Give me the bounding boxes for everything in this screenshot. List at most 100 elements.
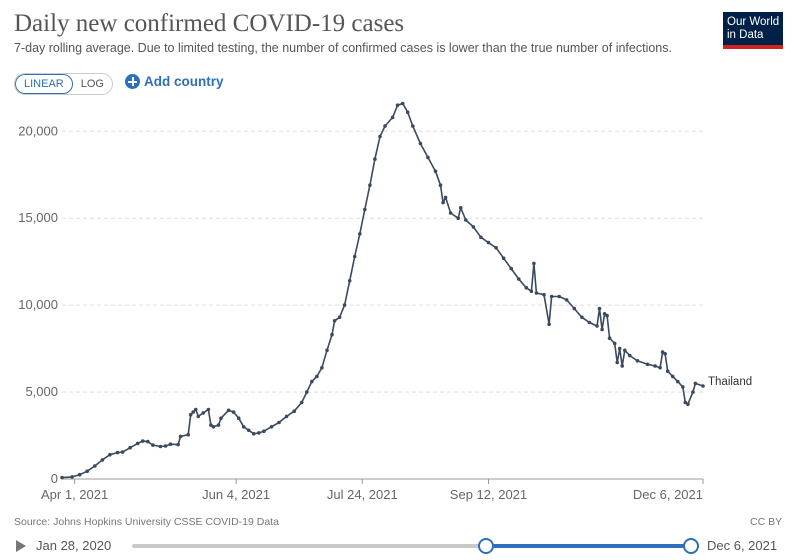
data-point: [310, 379, 314, 384]
data-point: [683, 400, 688, 405]
data-point: [320, 365, 324, 370]
data-point: [405, 110, 410, 114]
data-point: [615, 360, 619, 365]
timeline-track[interactable]: [132, 538, 699, 554]
log-scale-button[interactable]: LOG: [80, 78, 104, 90]
data-point: [337, 315, 342, 320]
data-point: [383, 124, 387, 128]
data-point: [686, 402, 690, 407]
data-point: [524, 286, 529, 290]
data-point: [645, 362, 650, 367]
data-point: [390, 115, 395, 120]
data-point: [628, 353, 632, 358]
data-point: [471, 225, 476, 229]
y-tick-label: 5,000: [25, 384, 58, 399]
data-point: [141, 439, 145, 443]
data-point: [115, 450, 120, 455]
data-point: [325, 348, 329, 353]
data-point: [456, 216, 461, 220]
plus-circle-icon: [125, 74, 140, 89]
data-point: [580, 315, 584, 320]
data-point: [231, 410, 236, 414]
data-point: [330, 332, 334, 337]
data-point: [93, 464, 97, 468]
data-point: [458, 206, 463, 210]
data-point: [85, 469, 89, 474]
data-point: [501, 256, 506, 261]
data-point: [277, 420, 281, 425]
data-point: [146, 439, 150, 444]
data-point: [299, 400, 304, 405]
data-point: [358, 232, 362, 236]
linear-scale-button[interactable]: LINEAR: [15, 74, 73, 94]
data-point: [269, 425, 274, 429]
data-point: [219, 416, 223, 421]
owid-logo[interactable]: Our World in Data: [723, 12, 783, 49]
data-point: [676, 379, 680, 384]
data-point: [77, 472, 82, 477]
data-point: [433, 169, 438, 174]
add-country-button[interactable]: Add country: [125, 74, 224, 89]
data-point: [681, 385, 685, 389]
license-link[interactable]: CC BY: [750, 516, 783, 528]
data-point: [494, 246, 498, 250]
data-point: [605, 313, 609, 318]
data-point: [418, 141, 423, 146]
x-tick-label: Jul 24, 2021: [327, 487, 398, 502]
x-tick-label: Dec 6, 2021: [633, 487, 703, 502]
data-point: [257, 431, 261, 435]
data-point: [176, 442, 180, 447]
data-point: [448, 211, 453, 215]
play-icon[interactable]: [16, 540, 26, 552]
data-point: [201, 411, 206, 415]
data-point: [163, 444, 168, 448]
data-point: [443, 195, 448, 200]
data-point: [378, 134, 382, 139]
data-point: [211, 425, 216, 429]
data-point: [438, 183, 443, 187]
chart-title: Daily new confirmed COVID-19 cases: [14, 10, 405, 37]
data-point: [108, 452, 112, 457]
data-point: [252, 432, 256, 436]
data-point: [595, 324, 599, 328]
data-point: [305, 390, 309, 394]
y-tick-label: 15,000: [18, 210, 58, 225]
data-point: [549, 294, 554, 299]
data-point: [400, 101, 405, 106]
data-point: [623, 348, 627, 353]
data-point: [587, 320, 592, 325]
data-point: [486, 240, 491, 245]
timeline-selected-range: [484, 544, 691, 548]
logo-line-1: Our World: [727, 16, 780, 28]
timeline-end-handle[interactable]: [683, 538, 699, 554]
source-note[interactable]: Source: Johns Hopkins University CSSE CO…: [14, 516, 279, 528]
data-point: [426, 155, 430, 160]
data-point: [691, 390, 695, 394]
timeline-end-label: Dec 6, 2021: [707, 538, 778, 553]
data-point: [509, 266, 513, 271]
x-tick-label: Sep 12, 2021: [450, 487, 527, 502]
data-point: [216, 423, 221, 427]
data-point: [532, 261, 536, 266]
logo-line-2: in Data: [727, 29, 764, 41]
data-point: [701, 384, 705, 388]
data-point: [693, 381, 698, 386]
data-point: [658, 365, 662, 370]
x-tick-label: Apr 1, 2021: [41, 487, 108, 502]
data-point: [663, 352, 667, 356]
data-point: [600, 327, 604, 332]
data-point: [665, 369, 670, 374]
data-point: [347, 279, 352, 283]
series-label: Thailand: [708, 376, 752, 388]
timeline-start-handle[interactable]: [477, 538, 494, 554]
scale-toggle: LINEAR LOG: [14, 73, 113, 95]
data-point: [60, 475, 64, 480]
data-point: [441, 200, 445, 205]
data-point: [168, 442, 173, 447]
add-country-label: Add country: [144, 74, 224, 89]
data-point: [194, 407, 198, 412]
data-point: [368, 183, 372, 187]
data-point: [191, 410, 195, 414]
data-point: [547, 322, 551, 327]
